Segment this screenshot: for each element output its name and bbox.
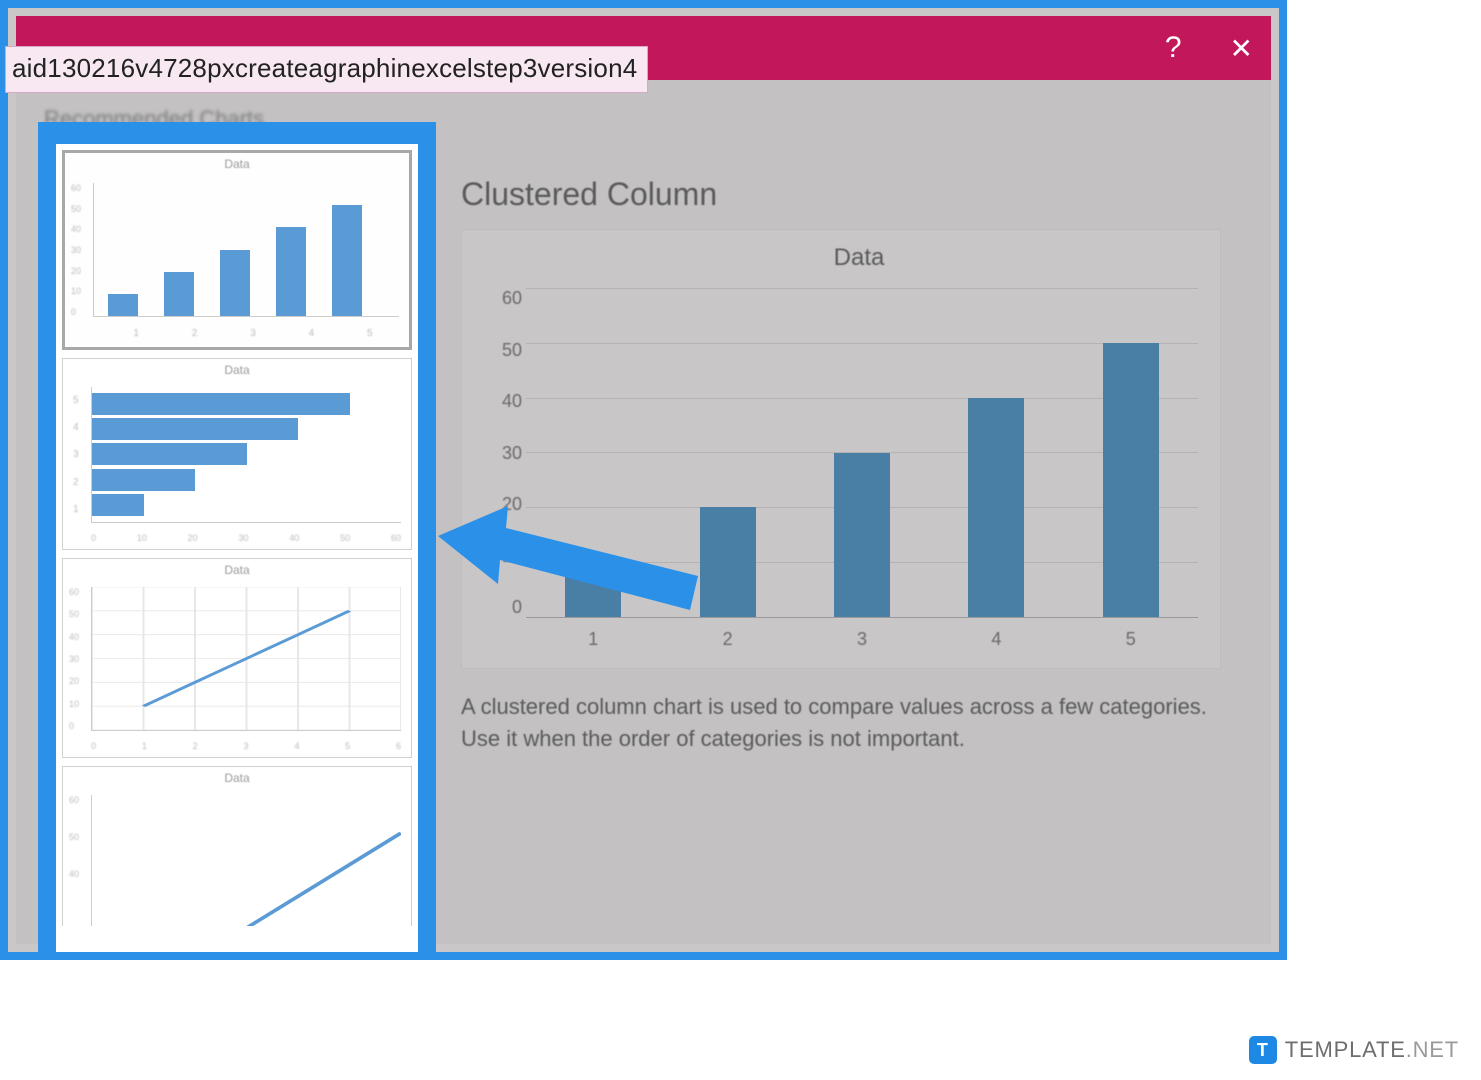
thumb-xticks: 12345	[107, 328, 399, 339]
thumb-plot	[91, 587, 401, 731]
thumb-title: Data	[63, 767, 411, 787]
watermark: T TEMPLATE.NET	[1249, 1036, 1459, 1064]
bar	[1103, 343, 1159, 617]
bar	[834, 453, 890, 618]
recommended-charts-highlight: Data 6050403020100 12345 Data 54321 0102…	[38, 122, 436, 952]
chart-type-heading: Clustered Column	[461, 176, 1235, 213]
tutorial-arrow-icon	[438, 506, 698, 616]
tutorial-frame: ? ✕ Recommended Charts Clustered Column …	[0, 0, 1287, 960]
thumb-clustered-bar[interactable]: Data 54321 0102030405060	[62, 358, 412, 550]
thumb-clustered-column[interactable]: Data 6050403020100 12345	[62, 150, 412, 350]
thumb-title: Data	[65, 153, 409, 173]
chart-thumbnail-list: Data 6050403020100 12345 Data 54321 0102…	[56, 144, 418, 952]
close-icon[interactable]: ✕	[1230, 32, 1253, 65]
thumb-yticks: 6050403020100	[69, 587, 87, 731]
help-icon[interactable]: ?	[1165, 31, 1182, 65]
template-logo-icon: T	[1249, 1036, 1277, 1064]
thumb-xticks: 0123456	[91, 741, 401, 751]
thumb-yticks: 605040	[69, 795, 87, 926]
chart-title: Data	[518, 244, 1200, 272]
thumb-plot	[91, 795, 401, 926]
thumb-line-chart-2[interactable]: Data 605040	[62, 766, 412, 926]
thumb-yticks: 54321	[73, 387, 87, 523]
thumb-yticks: 6050403020100	[71, 183, 91, 317]
watermark-text: TEMPLATE.NET	[1285, 1037, 1459, 1063]
url-overlay: aid130216v4728pxcreateagraphinexcelstep3…	[5, 46, 648, 93]
bar	[700, 507, 756, 617]
x-axis-labels: 12345	[526, 629, 1198, 650]
thumb-xticks: 0102030405060	[91, 533, 401, 543]
thumb-line-chart[interactable]: Data 6050403020100 0123456	[62, 558, 412, 758]
thumb-plot	[93, 183, 399, 317]
line-svg	[92, 587, 401, 730]
bar	[968, 398, 1024, 617]
chart-preview-panel: Clustered Column Data 6050403020100 1234…	[461, 176, 1235, 755]
thumb-title: Data	[63, 559, 411, 579]
thumb-title: Data	[63, 359, 411, 379]
chart-description: A clustered column chart is used to comp…	[461, 691, 1231, 755]
line-svg	[92, 795, 401, 926]
thumb-plot	[91, 387, 401, 523]
